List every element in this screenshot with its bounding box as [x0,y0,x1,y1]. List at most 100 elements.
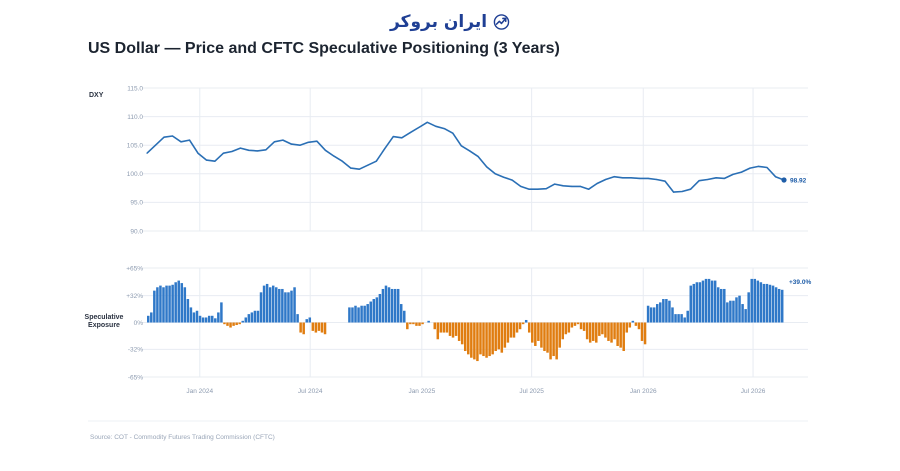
chart-trend-arrow-icon [493,14,510,30]
price-point [409,132,411,134]
long-bar [704,278,708,323]
short-bar [598,322,601,336]
price-point [214,160,216,162]
price-point [766,166,768,169]
short-bar [613,322,616,340]
long-bar [214,318,217,323]
price-point [511,179,513,181]
long-bar [366,304,369,323]
price-point [197,152,199,154]
long-bar [211,315,214,323]
price-point [452,132,454,134]
short-bar [482,322,485,357]
long-bar [378,293,382,323]
price-point [596,182,598,185]
long-bar [369,301,372,323]
short-bar [460,322,464,345]
short-bar [622,322,625,352]
long-bar [723,288,726,323]
price-point [757,165,760,167]
long-bar [674,314,677,323]
long-bar [156,287,159,323]
long-bar [195,310,199,323]
short-bar [436,322,440,340]
long-bar [207,315,211,323]
brand-logo: ایران بروکر [390,10,510,34]
long-bar [189,307,193,323]
short-bar [628,322,632,328]
long-bar [262,285,266,323]
long-bar [387,287,391,323]
long-bar [290,290,293,323]
price-point [333,155,335,157]
price-point [664,180,666,182]
long-bar [183,287,187,323]
long-bar [695,282,699,323]
price-point [732,173,734,175]
long-bar [180,283,184,323]
price-point [401,137,403,139]
short-bar [454,322,458,336]
short-bar [467,322,470,355]
short-bar [634,322,638,326]
price-point [231,150,233,153]
long-bar [753,278,757,323]
short-bar [567,322,571,333]
price-point [774,176,777,178]
long-bar [275,287,278,323]
long-bar [735,297,738,323]
short-bar [588,322,592,343]
long-bar [683,317,686,323]
long-bar [253,310,257,323]
short-bar [543,322,546,352]
short-bar [531,322,534,343]
short-bar [479,322,482,355]
short-bar [509,322,513,338]
x-tick-label: Jul 2024 [298,388,323,395]
price-point [222,152,224,154]
price-point [605,178,607,181]
price-point [418,126,420,129]
short-bar [512,322,516,338]
price-point [656,178,658,181]
price-point [460,145,462,147]
long-bar [150,312,153,323]
price-point [307,141,309,143]
price-point [571,185,573,187]
price-point [707,178,709,181]
long-bar [220,302,223,323]
long-bar [363,305,366,323]
long-bar [774,287,778,323]
long-bar [384,285,388,323]
short-bar [320,322,324,333]
long-bar [250,312,254,323]
long-bar [744,309,747,323]
long-bar [198,315,202,323]
long-bar [390,288,394,323]
long-bar [671,307,674,323]
short-bar [232,322,235,326]
price-point [265,149,267,151]
bar-y-tick-label: -65% [128,374,143,381]
source-note: Source: COT - Commodity Futures Trading … [90,434,275,441]
short-bar [409,322,412,325]
long-bar [268,287,272,323]
short-bar [555,322,558,360]
price-point [562,185,564,187]
short-bar [537,322,540,341]
x-tick-label: Jan 2026 [630,388,657,395]
price-point [503,176,505,178]
price-point [528,188,530,190]
long-bar [354,305,357,323]
long-bar [177,280,180,323]
price-point [282,139,284,141]
short-bar [601,322,604,335]
price-point [435,125,437,127]
short-bar [457,322,461,341]
long-bar [698,282,702,323]
short-bar [573,322,577,326]
short-bar [406,322,409,330]
short-bar [311,322,315,331]
bar-y-tick-label: +32% [126,293,143,300]
